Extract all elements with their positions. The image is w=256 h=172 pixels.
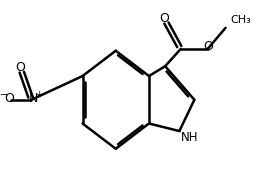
Text: −: − bbox=[0, 90, 8, 100]
Text: O: O bbox=[16, 61, 25, 74]
Text: +: + bbox=[35, 90, 43, 99]
Text: O: O bbox=[159, 12, 169, 25]
Text: CH₃: CH₃ bbox=[230, 15, 251, 25]
Text: N: N bbox=[29, 92, 38, 105]
Text: O: O bbox=[203, 40, 213, 53]
Text: O: O bbox=[5, 92, 14, 105]
Text: NH: NH bbox=[181, 131, 199, 144]
